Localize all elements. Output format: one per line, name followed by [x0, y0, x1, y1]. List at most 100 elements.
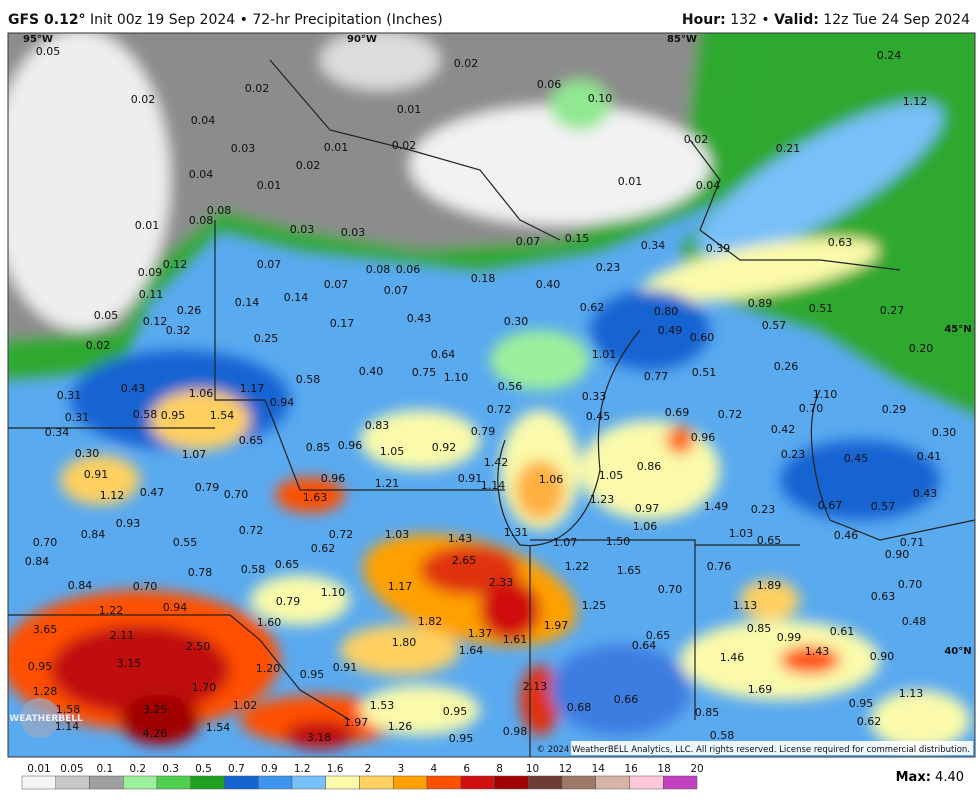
colorbar-label: 3	[398, 763, 405, 775]
precip-value: 1.60	[257, 616, 282, 629]
precip-value: 0.10	[588, 92, 613, 105]
precip-value: 0.58	[133, 408, 158, 421]
colorbar-label: 0.5	[195, 763, 212, 775]
precip-value: 0.23	[781, 448, 806, 461]
colorbar-label: 8	[496, 763, 503, 775]
precip-value: 1.53	[370, 699, 395, 712]
header-right: Hour: 132 • Valid: 12z Tue 24 Sep 2024	[682, 12, 970, 28]
precip-value: 0.01	[324, 141, 349, 154]
precip-value: 0.61	[830, 625, 855, 638]
precip-value: 0.04	[191, 114, 216, 127]
precip-value: 0.43	[407, 312, 432, 325]
precip-value: 1.07	[553, 536, 578, 549]
logo-text: WEATHERBELL	[9, 714, 83, 724]
precip-value: 0.02	[392, 139, 417, 152]
precip-value: 0.60	[690, 331, 715, 344]
precip-value: 0.03	[290, 223, 315, 236]
precip-value: 1.54	[206, 721, 231, 734]
precip-value: 0.05	[36, 45, 61, 58]
max: Max: 4.40	[896, 770, 964, 785]
precip-value: 1.06	[633, 520, 658, 533]
precip-value: 0.71	[900, 536, 925, 549]
hour-label: Hour:	[681, 12, 726, 28]
precip-value: 1.12	[903, 95, 928, 108]
precip-value: 0.93	[116, 517, 141, 530]
precip-value: 0.84	[81, 528, 106, 541]
precip-value: 0.40	[536, 278, 561, 291]
header: GFS 0.12° Init 00z 19 Sep 2024 • 72-hr P…	[0, 0, 980, 33]
precip-value: 0.85	[695, 706, 720, 719]
precip-value: 0.95	[28, 660, 53, 673]
precip-value: 0.26	[774, 360, 799, 373]
precip-value: 1.63	[303, 491, 328, 504]
precip-value: 0.23	[596, 261, 621, 274]
max-label: Max:	[895, 770, 931, 785]
precip-value: 0.78	[188, 566, 213, 579]
precip-value: 1.10	[444, 371, 469, 384]
precip-value: 0.86	[637, 460, 662, 473]
colorbar-label: 18	[657, 763, 670, 775]
precip-value: 0.95	[443, 705, 468, 718]
precip-value: 0.01	[618, 175, 643, 188]
precip-value: 0.04	[696, 179, 721, 192]
colorbar-swatch	[426, 775, 461, 790]
precip-value: 0.91	[333, 661, 358, 674]
precip-value: 0.76	[707, 560, 732, 573]
precip-value: 1.01	[592, 348, 617, 361]
map-frame	[7, 32, 976, 758]
precip-value: 0.90	[885, 548, 910, 561]
colorbar-label: 12	[559, 763, 572, 775]
precip-value: 0.56	[498, 380, 523, 393]
precip-value: 1.42	[484, 456, 509, 469]
precip-value: 0.01	[397, 103, 422, 116]
colorbar-swatch	[21, 775, 56, 790]
precip-value: 0.43	[121, 382, 146, 395]
precip-value: 1.23	[590, 493, 615, 506]
precip-value: 0.29	[882, 403, 907, 416]
colorbar-swatch	[190, 775, 225, 790]
precip-value: 0.96	[338, 439, 363, 452]
precip-value: 1.31	[504, 526, 529, 539]
precip-value: 0.95	[161, 409, 186, 422]
model: GFS 0.12°	[8, 12, 86, 28]
precip-value: 4.26	[143, 727, 168, 740]
precip-value: 3.25	[143, 703, 168, 716]
precip-value: 0.58	[296, 373, 321, 386]
precip-value: 2.13	[523, 680, 548, 693]
precip-value: 0.07	[324, 278, 349, 291]
precip-value: 0.08	[189, 214, 214, 227]
precip-value: 0.79	[471, 425, 496, 438]
precip-value: 0.23	[751, 503, 776, 516]
colorbar-swatch	[494, 775, 529, 790]
colorbar-label: 0.9	[261, 763, 278, 775]
precip-value: 0.83	[365, 419, 390, 432]
lat-label: 45°N	[944, 324, 971, 335]
precip-value: 0.70	[799, 402, 824, 415]
precip-value: 0.18	[471, 272, 496, 285]
valid-label: Valid:	[774, 12, 819, 28]
precip-value: 0.92	[432, 441, 457, 454]
colorbar-swatch	[595, 775, 630, 790]
precip-value: 0.72	[239, 524, 264, 537]
precip-value: 2.33	[489, 576, 514, 589]
precip-value: 0.09	[138, 266, 163, 279]
precip-value: 1.10	[813, 388, 838, 401]
colorbar-label: 1.2	[294, 763, 311, 775]
precip-value: 2.50	[186, 640, 211, 653]
precip-value: 0.34	[45, 426, 70, 439]
precip-value: 0.85	[306, 441, 331, 454]
precip-value: 0.63	[871, 590, 896, 603]
precip-value: 0.70	[33, 536, 58, 549]
colorbar-swatch	[55, 775, 90, 790]
precip-value: 0.27	[880, 304, 905, 317]
precip-value: 1.80	[392, 636, 417, 649]
colorbar-label: 20	[690, 763, 703, 775]
precip-value: 1.05	[599, 469, 624, 482]
valid: 12z Tue 24 Sep 2024	[823, 12, 970, 28]
precip-value: 0.72	[718, 408, 743, 421]
precip-value: 3.65	[33, 623, 58, 636]
precip-value: 0.77	[644, 370, 669, 383]
precip-value: 0.70	[224, 488, 249, 501]
precip-value: 1.12	[100, 489, 125, 502]
